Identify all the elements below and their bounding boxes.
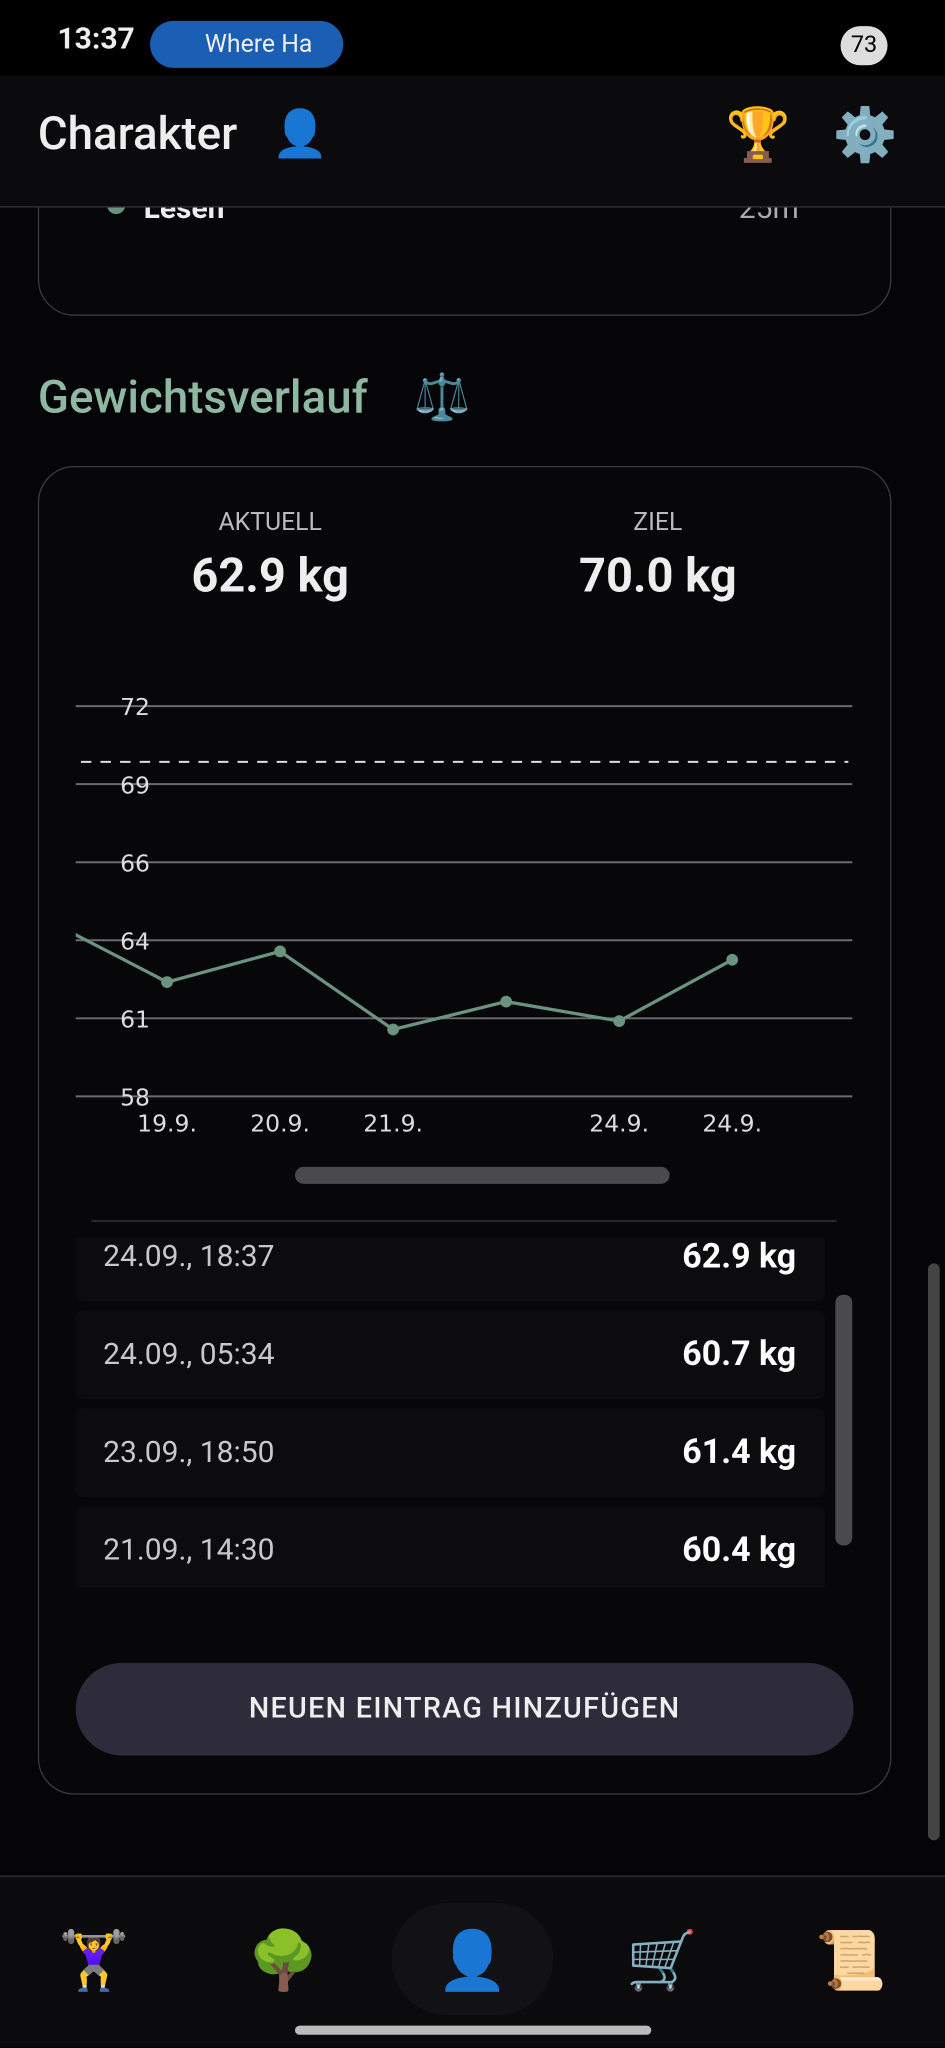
chart-scrollbar[interactable] [294,1166,670,1184]
weight-chart: 58 61 64 66 69 72. 19.9. 20.9. 21.9. 24.9. 24.9. [48,693,853,1184]
data-point [500,995,513,1008]
entry-weight: 61.4 kg [682,1433,797,1473]
title-icon: 👤 [271,107,329,161]
section-title: Gewichtsverlauf [37,370,368,425]
clock: 13:37 [57,20,135,57]
app-bar: Charakter 👤 🏆 ⚙️ [0,75,945,208]
data-point [161,976,173,988]
entry-weight: 60.4 kg [682,1530,797,1571]
home-indicator [294,2025,652,2035]
status-bar: 13:37 Where Ha 73 [0,0,945,76]
x-tick-label: 19.9. [137,1110,197,1138]
data-point [274,945,286,958]
y-tick-label: 58 [120,1084,150,1112]
entry-date: 24.09., 18:37 [103,1238,275,1274]
settings-button[interactable]: ⚙️ [832,104,898,166]
entry-date: 23.09., 18:50 [103,1434,275,1470]
entry-row: 24.09., 18:37 62.9 kg [75,1237,825,1302]
plot: . 19.9. 20.9. 21.9. 24.9. 24.9. [48,918,762,1138]
trophy-button[interactable]: 🏆 [725,104,791,166]
data-point [726,953,739,966]
entry-row: 23.09., 18:50 61.4 kg [75,1408,825,1498]
entry-row: 21.09., 14:30 60.4 kg [75,1506,825,1588]
data-point [48,918,60,930]
nav-item[interactable]: 🌳 [247,1926,319,1995]
page-scrollbar [927,1263,940,1841]
section-icon: ⚖️ [413,370,471,425]
x-tick-label: . [50,1110,57,1138]
y-tick-label: 61 [120,1005,150,1033]
entry-list: 24.09., 18:37 62.9 kg 24.09., 05:34 60.7 kg… [0,1237,945,1588]
entry-weight: 62.9 kg [682,1237,797,1277]
app-title: Charakter [37,107,238,161]
add-entry-button[interactable]: NEUEN EINTRAG HINZUFÜGEN [75,1662,854,1756]
x-tick-label: 20.9. [250,1110,310,1138]
battery: 73 [840,26,888,66]
list-scrollbar [835,1294,853,1546]
divider [91,1220,837,1222]
bottom-nav: 🏋️‍♀️ 🌳 👤 🛒 📜 [0,1875,945,2047]
data-point [613,1015,626,1027]
data-point [387,1023,399,1036]
entry-weight: 60.7 kg [682,1335,797,1375]
y-tick-label: 69 [120,771,150,799]
y-tick-label: 72 [120,693,150,721]
nav-item[interactable]: 📜 [815,1926,887,1995]
y-tick-label: 64 [120,927,150,955]
entry-date: 21.09., 14:30 [103,1532,275,1568]
x-tick-label: 21.9. [363,1110,423,1138]
nav-highlight [391,1902,554,2016]
x-tick-label: 24.9. [589,1110,649,1138]
y-tick-label: 66 [120,849,150,877]
entry-row: 24.09., 05:34 60.7 kg [75,1310,825,1400]
entry-date: 24.09., 05:34 [103,1336,275,1372]
nav-item[interactable]: 🏋️‍♀️ [58,1926,130,1995]
media-chip[interactable]: Where Ha [150,20,344,68]
x-tick-label: 24.9. [702,1110,762,1138]
nav-item[interactable]: 🛒 [625,1926,698,1995]
nav-item[interactable]: 👤 [436,1926,509,1995]
